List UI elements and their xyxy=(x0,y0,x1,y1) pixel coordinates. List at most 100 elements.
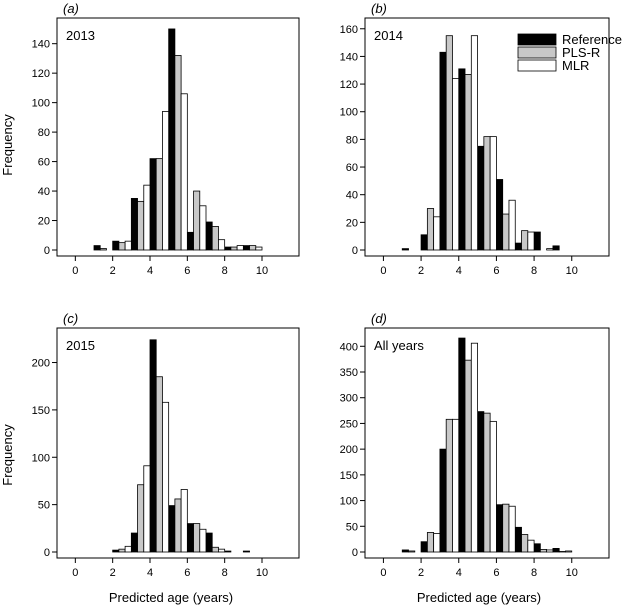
x-tick-label-b-8: 8 xyxy=(531,265,537,277)
y-tick-label-d-200: 200 xyxy=(340,444,358,456)
bar-d-reference-4 xyxy=(458,337,466,553)
y-tick-label-b-40: 40 xyxy=(346,190,358,202)
x-tick-label-d-8: 8 xyxy=(531,567,537,579)
bar-c-plsr-7 xyxy=(211,546,219,553)
bar-a-mlr-6 xyxy=(199,205,207,251)
bar-a-plsr-6 xyxy=(193,190,201,251)
bar-b-reference-6 xyxy=(496,179,504,251)
y-tick-label-d-300: 300 xyxy=(340,393,358,405)
x-tick-label-a-6: 6 xyxy=(184,265,190,277)
bar-b-reference-5 xyxy=(477,145,485,251)
x-tick-label-d-2: 2 xyxy=(418,567,424,579)
bar-a-reference-8 xyxy=(224,246,232,251)
x-tick-label-a-10: 10 xyxy=(256,265,268,277)
bar-a-plsr-3 xyxy=(137,200,145,251)
y-axis-label-bottom: Frequency xyxy=(0,424,15,486)
bar-a-mlr-3 xyxy=(143,184,151,251)
bar-b-mlr-8 xyxy=(546,248,554,251)
y-tick-label-d-250: 250 xyxy=(340,418,358,430)
x-tick-label-b-2: 2 xyxy=(418,265,424,277)
bar-d-mlr-6 xyxy=(508,505,516,553)
y-tick-label-d-400: 400 xyxy=(340,341,358,353)
panel-label-d: (d) xyxy=(371,311,387,326)
y-tick-label-a-20: 20 xyxy=(38,216,50,228)
y-tick-label-c-50: 50 xyxy=(38,500,50,512)
bar-c-mlr-7 xyxy=(218,548,226,553)
panel-title-a: 2013 xyxy=(66,28,95,43)
bar-d-plsr-6 xyxy=(502,503,510,553)
bar-a-mlr-2 xyxy=(124,240,132,251)
panel-label-a: (a) xyxy=(63,1,79,16)
y-tick-label-d-350: 350 xyxy=(340,367,358,379)
x-tick-label-b-4: 4 xyxy=(456,265,462,277)
x-tick-label-a-2: 2 xyxy=(110,265,116,277)
bar-a-plsr-5 xyxy=(174,55,182,251)
y-tick-label-b-120: 120 xyxy=(340,79,358,91)
bar-d-plsr-7 xyxy=(521,534,529,553)
bar-d-reference-8 xyxy=(533,543,541,553)
bar-a-plsr-4 xyxy=(155,158,163,251)
bar-c-reference-8 xyxy=(224,550,232,553)
panel-label-b: (b) xyxy=(371,1,387,16)
bar-d-mlr-7 xyxy=(527,539,535,553)
y-axis-label-top: Frequency xyxy=(0,114,15,176)
x-tick-label-c-4: 4 xyxy=(147,567,153,579)
legend-swatch-reference xyxy=(517,33,557,46)
x-tick-label-c-8: 8 xyxy=(222,567,228,579)
bar-b-reference-7 xyxy=(514,242,522,251)
x-tick-label-a-4: 4 xyxy=(147,265,153,277)
bar-b-reference-1 xyxy=(401,248,409,251)
bar-a-mlr-4 xyxy=(162,111,170,251)
x-tick-label-b-6: 6 xyxy=(493,265,499,277)
x-tick-label-c-10: 10 xyxy=(256,567,268,579)
bar-d-reference-2 xyxy=(420,541,428,553)
bar-a-plsr-9 xyxy=(249,245,257,251)
x-tick-label-c-6: 6 xyxy=(184,567,190,579)
y-tick-label-c-100: 100 xyxy=(32,452,50,464)
y-tick-label-a-100: 100 xyxy=(32,98,50,110)
bar-b-reference-2 xyxy=(420,234,428,251)
x-tick-label-d-4: 4 xyxy=(456,567,462,579)
legend-swatch-mlr xyxy=(517,59,557,72)
bar-d-plsr-5 xyxy=(483,412,491,553)
bar-b-mlr-2 xyxy=(433,216,441,251)
bar-b-mlr-7 xyxy=(527,231,535,251)
y-tick-label-b-60: 60 xyxy=(346,162,358,174)
y-tick-label-c-0: 0 xyxy=(44,547,50,559)
legend-label-pls-r: PLS-R xyxy=(562,45,600,60)
x-axis-label-left: Predicted age (years) xyxy=(109,590,233,605)
y-tick-label-b-80: 80 xyxy=(346,134,358,146)
bar-c-plsr-4 xyxy=(155,376,163,553)
plot-frame-a xyxy=(56,17,300,257)
bar-c-reference-7 xyxy=(205,532,213,553)
y-tick-label-a-120: 120 xyxy=(32,68,50,80)
bar-d-plsr-8 xyxy=(539,549,548,553)
bar-d-plsr-1 xyxy=(408,550,416,553)
bar-a-reference-7 xyxy=(205,221,213,251)
legend: Reference PLS-R MLR xyxy=(517,32,622,73)
x-tick-label-c-0: 0 xyxy=(72,567,78,579)
bar-a-reference-9 xyxy=(242,245,250,251)
bar-b-plsr-6 xyxy=(502,213,510,251)
x-tick-label-d-6: 6 xyxy=(493,567,499,579)
y-tick-label-a-80: 80 xyxy=(38,127,50,139)
bar-a-reference-1 xyxy=(93,245,101,251)
bar-a-mlr-9 xyxy=(255,246,263,251)
y-tick-label-b-140: 140 xyxy=(340,51,358,63)
panel-title-d: All years xyxy=(374,338,424,353)
y-tick-label-b-20: 20 xyxy=(346,217,358,229)
bar-a-plsr-8 xyxy=(230,246,238,251)
bar-a-plsr-1 xyxy=(99,248,107,251)
bar-b-plsr-3 xyxy=(445,35,453,251)
panel-title-b: 2014 xyxy=(374,28,403,43)
bar-b-reference-4 xyxy=(458,68,466,251)
bar-b-plsr-7 xyxy=(521,230,529,251)
bar-b-plsr-4 xyxy=(464,74,472,251)
bar-d-plsr-3 xyxy=(445,418,453,553)
bar-c-mlr-3 xyxy=(143,465,151,553)
bar-d-reference-3 xyxy=(439,448,447,553)
bar-a-mlr-8 xyxy=(236,245,244,251)
plot-frame-c xyxy=(56,327,300,559)
